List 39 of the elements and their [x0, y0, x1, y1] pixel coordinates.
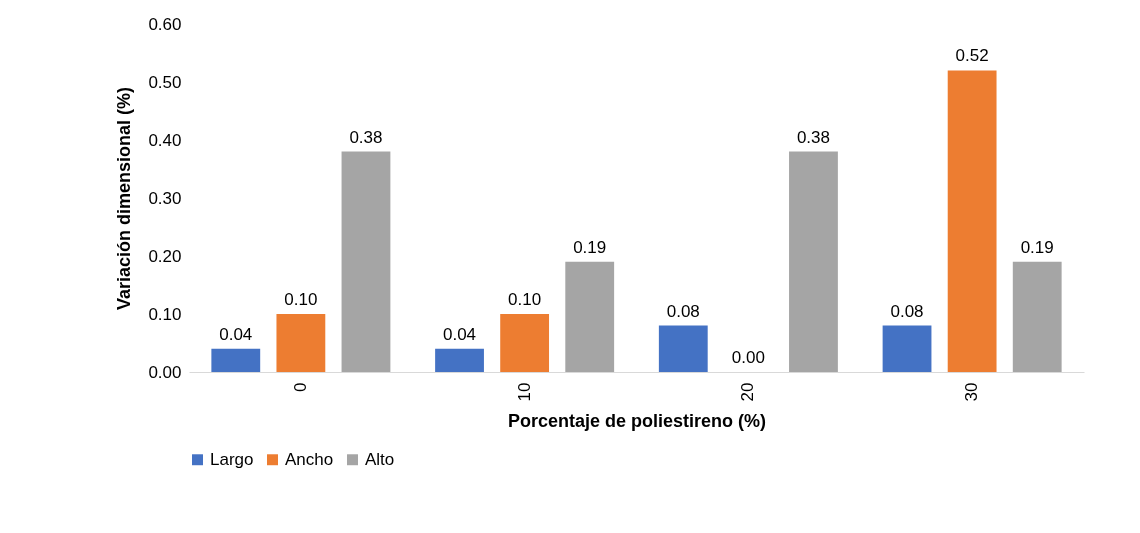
- x-tick-label: 0: [290, 382, 310, 392]
- y-axis-title: Variación dimensional (%): [114, 86, 135, 311]
- data-label: 0.52: [955, 46, 989, 66]
- data-label: 0.08: [666, 301, 700, 321]
- x-axis-title: Porcentaje de poliestireno (%): [507, 411, 767, 432]
- data-label: 0.10: [508, 290, 542, 309]
- y-tick-label: 0.50: [148, 72, 182, 92]
- data-label: 0.04: [442, 324, 477, 344]
- data-label: 0.38: [349, 127, 383, 147]
- data-label: 0.00: [731, 348, 765, 367]
- y-tick-label: 0.30: [148, 188, 182, 208]
- data-label: 0.19: [573, 237, 607, 257]
- y-tick-label: 0.60: [148, 14, 182, 34]
- legend-label: Largo: [210, 449, 254, 469]
- bar: [211, 348, 261, 372]
- data-label: 0.08: [890, 301, 924, 321]
- legend-label: Ancho: [285, 449, 334, 469]
- y-tick-label: 0.00: [148, 362, 182, 382]
- bar: [276, 314, 326, 372]
- legend-label: Alto: [365, 449, 395, 469]
- bar: [658, 325, 708, 372]
- x-tick-label: 10: [514, 382, 534, 402]
- x-tick-label: 30: [962, 382, 982, 402]
- bar: [565, 261, 615, 372]
- data-label: 0.04: [219, 324, 253, 344]
- y-tick-label: 0.10: [148, 304, 182, 324]
- data-label: 0.19: [1020, 237, 1054, 257]
- bar: [947, 70, 997, 372]
- x-tick-label: 20: [738, 382, 758, 402]
- data-label: 0.10: [284, 290, 318, 309]
- bar: [882, 325, 932, 372]
- bar: [500, 314, 550, 372]
- bar: [789, 151, 838, 372]
- bar: [1012, 261, 1062, 372]
- y-tick-label: 0.20: [148, 246, 182, 266]
- bar: [341, 151, 391, 372]
- bar: [435, 348, 484, 372]
- y-tick-label: 0.40: [148, 130, 182, 150]
- data-label: 0.38: [796, 127, 831, 147]
